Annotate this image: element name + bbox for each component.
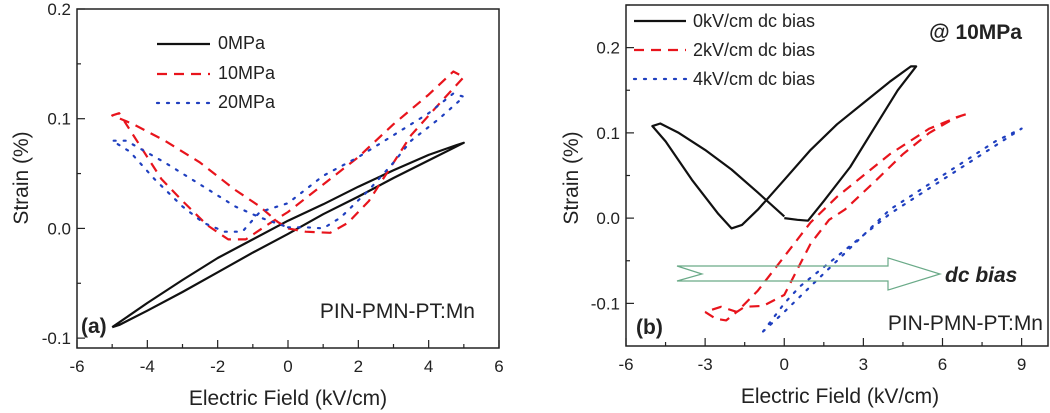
x-tick-label: -2 bbox=[210, 357, 225, 376]
x-tick-label: -4 bbox=[140, 357, 155, 376]
series-line-2kv-cm-dc-bias bbox=[704, 112, 971, 322]
series-line-20mpa bbox=[111, 92, 465, 233]
x-tick-label: 3 bbox=[859, 355, 868, 374]
panel-a-ylabel: Strain (%) bbox=[10, 131, 33, 224]
x-tick-label: 0 bbox=[283, 357, 292, 376]
legend-label-4kV: 4kV/cm dc bias bbox=[693, 69, 815, 89]
panel-b-condition: @ 10MPa bbox=[929, 21, 1022, 44]
x-tick-label: 6 bbox=[494, 357, 503, 376]
panel-b-material-label: PIN-PMN-PT:Mn bbox=[888, 312, 1043, 335]
y-tick-label: 0.2 bbox=[596, 39, 620, 58]
legend-label-2kV: 2kV/cm dc bias bbox=[693, 40, 815, 60]
x-tick-label: 6 bbox=[938, 355, 947, 374]
y-tick-label: 0.0 bbox=[47, 219, 71, 238]
panel-a: Strain (%) Electric Field (kV/cm) PIN-PM… bbox=[10, 0, 504, 410]
panel-a-material-label: PIN-PMN-PT:Mn bbox=[320, 300, 475, 323]
legend-label-10MPa: 10MPa bbox=[218, 63, 276, 83]
y-tick-label: -0.1 bbox=[42, 329, 71, 348]
dc-bias-arrow-label: dc bias bbox=[945, 264, 1017, 287]
x-tick-label: -3 bbox=[698, 355, 713, 374]
dc-bias-arrow bbox=[676, 257, 943, 291]
panel-b: Strain (%) Electric Field (kV/cm) @ 10MP… bbox=[560, 4, 1049, 408]
panel-b-ylabel: Strain (%) bbox=[560, 131, 583, 224]
panel-b-label: (b) bbox=[636, 316, 663, 339]
y-tick-label: 0.1 bbox=[596, 124, 620, 143]
legend-label-0kV: 0kV/cm dc bias bbox=[693, 11, 815, 31]
legend-label-20MPa: 20MPa bbox=[218, 92, 276, 112]
y-tick-label: 0.2 bbox=[47, 0, 71, 19]
y-tick-label: -0.1 bbox=[591, 294, 620, 313]
x-tick-label: 0 bbox=[780, 355, 789, 374]
legend-label-0MPa: 0MPa bbox=[218, 33, 266, 53]
y-tick-label: 0.0 bbox=[596, 209, 620, 228]
series-line-0kv-cm-dc-bias bbox=[651, 65, 918, 230]
x-tick-label: -6 bbox=[618, 355, 633, 374]
x-tick-label: -6 bbox=[69, 357, 84, 376]
x-tick-label: 2 bbox=[354, 357, 363, 376]
panel-b-legend: 0kV/cm dc bias 2kV/cm dc bias 4kV/cm dc … bbox=[693, 11, 815, 89]
y-tick-label: 0.1 bbox=[47, 110, 71, 129]
panel-a-legend: 0MPa 10MPa 20MPa bbox=[218, 33, 276, 112]
series-line-10mpa bbox=[111, 70, 465, 241]
panel-a-frame bbox=[76, 8, 500, 349]
panel-b-xlabel: Electric Field (kV/cm) bbox=[741, 385, 939, 408]
panel-a-xlabel: Electric Field (kV/cm) bbox=[189, 387, 387, 410]
series-line-4kv-cm-dc-bias bbox=[761, 127, 1023, 333]
series-line-0mpa bbox=[111, 141, 465, 329]
panel-a-label: (a) bbox=[81, 315, 107, 338]
x-tick-label: 9 bbox=[1017, 355, 1026, 374]
x-tick-label: 4 bbox=[424, 357, 433, 376]
